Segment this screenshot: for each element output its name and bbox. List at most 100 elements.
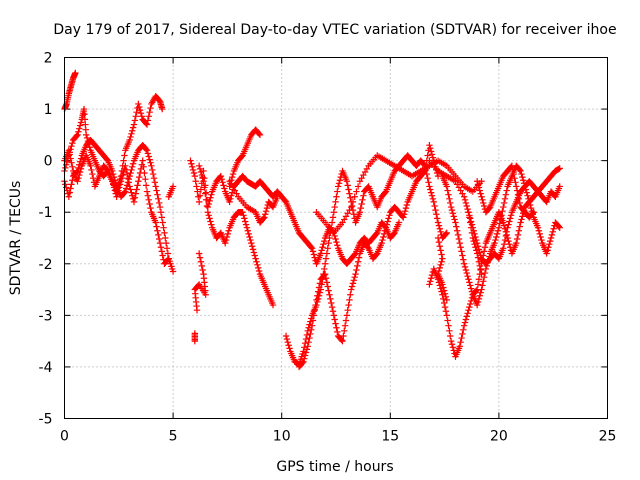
data-point <box>516 199 523 207</box>
data-point <box>248 243 256 250</box>
data-point <box>456 239 464 247</box>
data-point <box>261 214 268 221</box>
data-point <box>321 237 328 245</box>
x-tick-label: 0 <box>60 429 69 445</box>
data-point <box>426 281 433 288</box>
data-point <box>256 131 264 139</box>
plot-frame <box>64 57 608 419</box>
data-point <box>263 204 271 212</box>
data-point <box>473 301 481 309</box>
data-point <box>156 203 164 211</box>
data-point <box>426 183 433 190</box>
data-point <box>506 215 514 222</box>
data-point <box>513 183 520 190</box>
data-point <box>465 209 472 216</box>
data-point <box>461 196 469 204</box>
data-point <box>208 221 215 228</box>
data-points <box>61 69 563 371</box>
y-tick-label: 1 <box>44 102 53 118</box>
data-point <box>309 248 317 255</box>
data-point <box>447 332 454 340</box>
data-point <box>196 192 204 199</box>
data-point <box>129 127 136 134</box>
data-point <box>242 218 249 225</box>
data-point <box>385 215 392 222</box>
y-tick-label: -4 <box>39 360 53 376</box>
data-point <box>83 131 90 139</box>
data-point <box>130 198 138 206</box>
y-tick-label: -1 <box>39 205 53 221</box>
data-point <box>475 184 483 191</box>
data-point <box>244 227 252 234</box>
data-point <box>427 186 434 193</box>
data-point <box>462 199 470 207</box>
data-point <box>434 215 441 222</box>
data-point <box>127 169 134 177</box>
data-point <box>473 178 481 185</box>
data-point <box>502 232 510 240</box>
data-point <box>144 117 152 124</box>
data-point <box>492 236 499 244</box>
data-point <box>169 183 177 190</box>
y-tick-label: -5 <box>39 412 53 428</box>
data-point <box>202 196 210 204</box>
data-point <box>514 191 522 198</box>
data-point <box>151 179 159 186</box>
data-point <box>429 154 437 161</box>
data-point <box>65 193 73 200</box>
data-point <box>227 195 234 203</box>
data-point <box>474 298 482 306</box>
data-point <box>353 266 360 274</box>
data-point <box>328 299 335 307</box>
data-point <box>286 345 293 352</box>
data-point <box>146 156 153 163</box>
data-point <box>310 312 318 319</box>
data-point <box>269 301 277 309</box>
data-point <box>138 113 146 120</box>
data-point <box>334 242 341 249</box>
data-point <box>189 163 196 171</box>
data-point <box>223 233 231 241</box>
data-point <box>354 258 362 265</box>
data-point <box>454 231 462 239</box>
data-point <box>440 287 448 294</box>
data-point <box>77 165 85 173</box>
series-arc13 <box>295 141 442 371</box>
data-point <box>242 221 250 228</box>
data-point <box>118 174 126 182</box>
data-point <box>478 270 485 278</box>
data-point <box>86 144 93 151</box>
data-point <box>476 187 483 194</box>
data-point <box>379 236 386 244</box>
data-point <box>400 214 407 221</box>
series-arc12 <box>282 152 450 368</box>
y-tick-label: -2 <box>39 257 53 273</box>
data-point <box>443 229 450 237</box>
data-point <box>475 295 483 303</box>
data-point <box>66 151 73 158</box>
data-point <box>448 341 456 348</box>
data-point <box>352 270 359 278</box>
data-point <box>330 209 338 216</box>
data-point <box>306 334 313 342</box>
data-point <box>159 219 166 226</box>
data-point <box>468 229 476 237</box>
data-point <box>254 261 261 269</box>
data-point <box>261 211 269 218</box>
data-point <box>458 334 465 342</box>
data-point <box>136 173 143 181</box>
data-point <box>427 275 435 282</box>
data-point <box>163 245 171 252</box>
data-point <box>425 179 432 186</box>
data-point <box>219 179 226 186</box>
data-point <box>144 150 152 157</box>
data-point <box>467 224 475 231</box>
data-point <box>378 239 385 247</box>
data-point <box>127 186 134 193</box>
data-point <box>109 178 116 185</box>
data-point <box>199 174 206 182</box>
data-point <box>217 172 225 180</box>
data-point <box>128 189 135 196</box>
data-point <box>546 240 553 248</box>
data-point <box>461 319 469 326</box>
